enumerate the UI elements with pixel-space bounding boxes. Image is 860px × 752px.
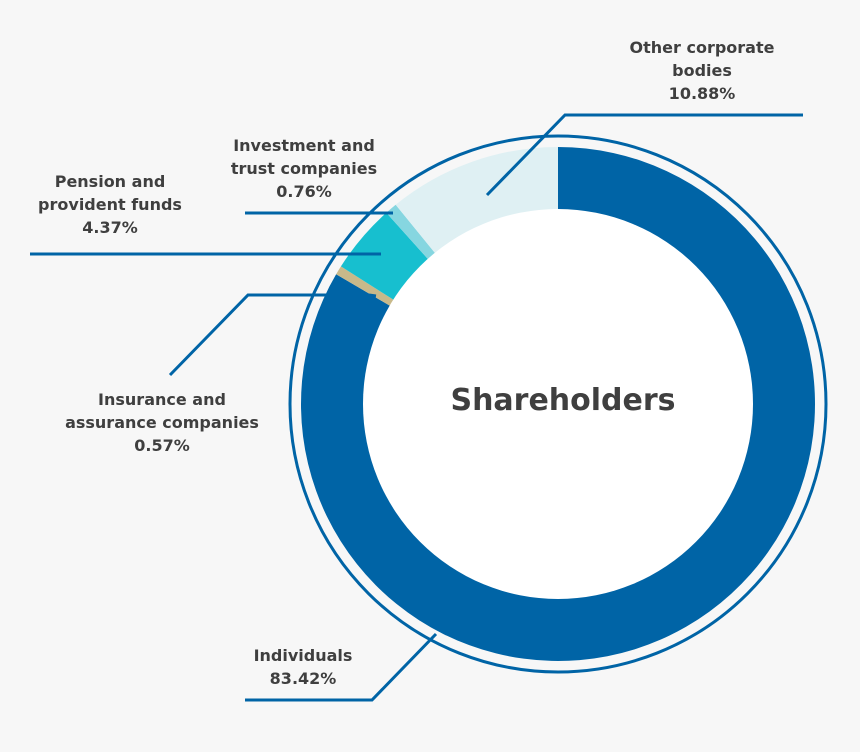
label-pension: Pension and provident funds 4.37%	[38, 170, 182, 239]
leader-line-insurance-tip	[368, 293, 377, 298]
label-other-value: 10.88%	[668, 84, 736, 103]
label-individuals-value: 83.42%	[269, 669, 337, 688]
label-other-name-1: Other corporate	[629, 38, 775, 57]
label-investment-name-2: trust companies	[230, 159, 378, 178]
outer-ring-outline	[288, 134, 828, 674]
label-individuals-name: Individuals	[253, 646, 353, 665]
leader-line-individuals	[245, 632, 438, 702]
label-insurance: Insurance and assurance companies 0.57%	[65, 388, 259, 457]
center-label: Shareholders	[450, 383, 676, 418]
leader-line-other	[485, 113, 803, 197]
label-pension-name-1: Pension and	[54, 172, 166, 191]
label-insurance-value: 0.57%	[134, 436, 190, 455]
label-pension-value: 4.37%	[82, 218, 138, 237]
label-pension-name-2: provident funds	[38, 195, 182, 214]
leader-line-insurance	[168, 293, 326, 377]
label-investment-value: 0.76%	[276, 182, 332, 201]
donut-hole	[363, 209, 753, 599]
slice-investment-and-trust-companies	[386, 204, 438, 263]
slice-insurance-and-assurance-companies	[336, 266, 398, 309]
label-insurance-name-2: assurance companies	[65, 413, 259, 432]
label-insurance-name-1: Insurance and	[98, 390, 226, 409]
label-investment: Investment and trust companies 0.76%	[231, 134, 377, 203]
label-other: Other corporate bodies 10.88%	[630, 36, 775, 105]
label-individuals: Individuals 83.42%	[254, 644, 353, 690]
label-investment-name-1: Investment and	[233, 136, 375, 155]
slice-other-corporate-bodies	[395, 147, 558, 257]
label-other-name-2: bodies	[672, 61, 732, 80]
